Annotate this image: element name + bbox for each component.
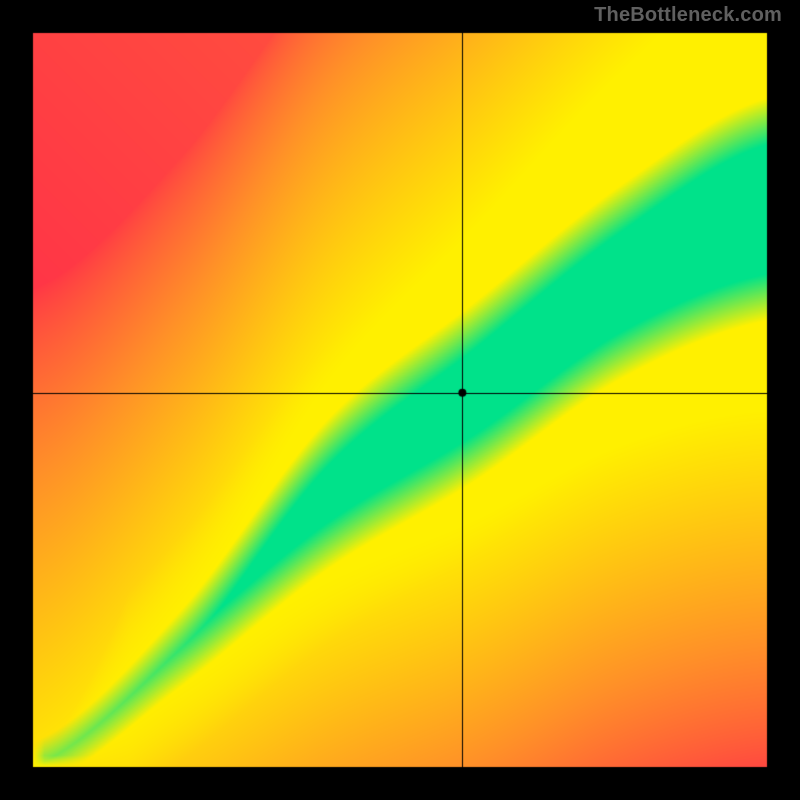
chart-container: TheBottleneck.com [0,0,800,800]
bottleneck-heatmap [0,0,800,800]
watermark-text: TheBottleneck.com [594,4,782,27]
